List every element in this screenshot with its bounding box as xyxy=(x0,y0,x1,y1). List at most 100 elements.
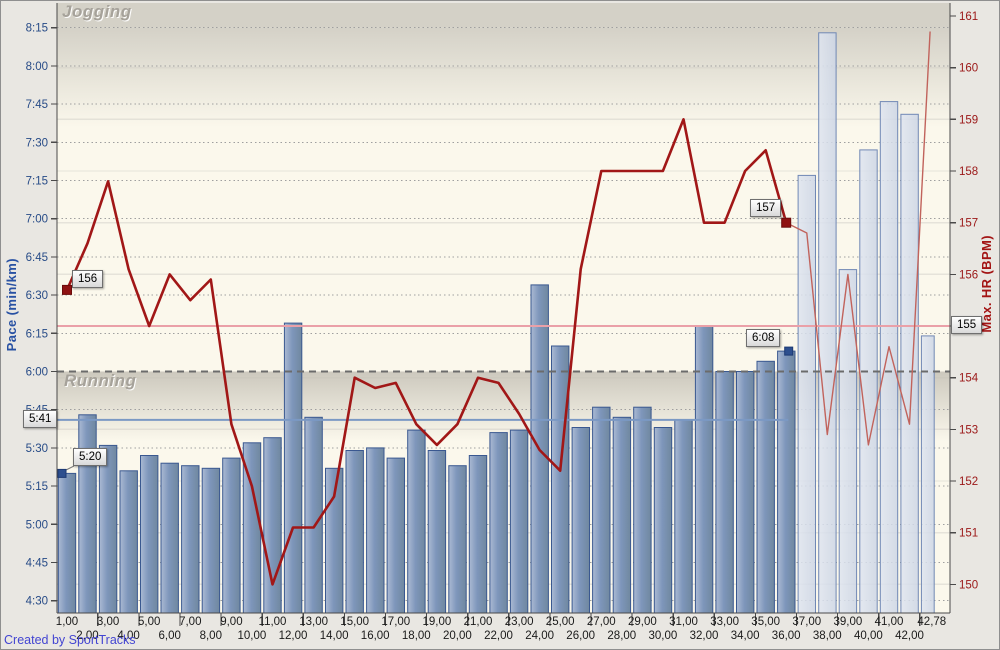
pace-bar xyxy=(448,465,467,614)
pace-bar xyxy=(119,470,138,614)
zone-label-jogging: Jogging xyxy=(62,2,132,21)
marker-hr-end xyxy=(781,217,792,228)
pace-bar xyxy=(140,455,159,614)
svg-text:10,00: 10,00 xyxy=(238,630,267,642)
svg-text:150: 150 xyxy=(959,579,978,591)
svg-text:4,00: 4,00 xyxy=(117,630,139,642)
svg-text:38,00: 38,00 xyxy=(813,630,842,642)
pace-axis-title: Pace (min/km) xyxy=(4,258,19,352)
pace-bar xyxy=(674,419,693,614)
pace-bar xyxy=(797,174,816,614)
svg-text:9,00: 9,00 xyxy=(220,616,242,628)
svg-text:36,00: 36,00 xyxy=(772,630,801,642)
svg-text:26,00: 26,00 xyxy=(566,630,595,642)
svg-text:31,00: 31,00 xyxy=(669,616,698,628)
callout-hr-start: 156 xyxy=(72,270,104,288)
pace-bar xyxy=(222,457,241,614)
svg-text:28,00: 28,00 xyxy=(607,630,636,642)
svg-text:21,00: 21,00 xyxy=(464,616,493,628)
pace-bar xyxy=(551,345,570,614)
svg-text:6:45: 6:45 xyxy=(26,252,48,264)
pace-bar xyxy=(633,406,652,614)
svg-text:7:15: 7:15 xyxy=(26,176,48,188)
svg-text:5:30: 5:30 xyxy=(26,443,48,455)
svg-text:16,00: 16,00 xyxy=(361,630,390,642)
pace-bar xyxy=(263,437,282,614)
pace-bar xyxy=(160,462,179,614)
avg-hr-axis-flag: 155 xyxy=(951,316,983,334)
svg-text:18,00: 18,00 xyxy=(402,630,431,642)
svg-text:42,00: 42,00 xyxy=(895,630,924,642)
svg-text:39,00: 39,00 xyxy=(834,616,863,628)
pace-bar xyxy=(407,429,426,614)
svg-text:14,00: 14,00 xyxy=(320,630,349,642)
svg-text:156: 156 xyxy=(959,269,978,281)
svg-text:7:45: 7:45 xyxy=(26,99,48,111)
pace-bar xyxy=(879,101,899,614)
pace-bar xyxy=(653,427,673,614)
marker-hr-start xyxy=(62,284,72,295)
svg-text:11,00: 11,00 xyxy=(259,616,287,628)
pace-bar xyxy=(386,457,406,614)
svg-text:19,00: 19,00 xyxy=(423,616,452,628)
marker-pace-start xyxy=(57,468,67,478)
svg-text:29,00: 29,00 xyxy=(628,616,657,628)
svg-text:159: 159 xyxy=(959,114,978,126)
pace-bar xyxy=(900,113,919,614)
svg-text:6:30: 6:30 xyxy=(26,290,48,302)
callout-hr-end: 157 xyxy=(750,199,782,217)
pace-bar xyxy=(818,32,837,614)
hr-line xyxy=(65,118,788,586)
svg-text:30,00: 30,00 xyxy=(649,630,678,642)
svg-text:35,00: 35,00 xyxy=(751,616,780,628)
svg-text:6,00: 6,00 xyxy=(159,630,181,642)
pace-bar xyxy=(736,371,755,614)
pace-bar xyxy=(859,149,878,614)
pace-bar xyxy=(98,444,118,614)
svg-text:24,00: 24,00 xyxy=(525,630,554,642)
svg-text:5:15: 5:15 xyxy=(26,481,48,493)
svg-text:41,00: 41,00 xyxy=(875,616,904,628)
svg-text:6:00: 6:00 xyxy=(26,367,48,379)
svg-text:158: 158 xyxy=(959,166,978,178)
svg-text:6:15: 6:15 xyxy=(26,328,48,340)
svg-text:12,00: 12,00 xyxy=(279,630,308,642)
svg-text:42,78: 42,78 xyxy=(917,616,946,628)
svg-text:15,00: 15,00 xyxy=(340,616,369,628)
pace-bar xyxy=(201,467,221,614)
pace-bar xyxy=(509,429,529,614)
svg-text:7:30: 7:30 xyxy=(26,137,48,149)
svg-text:157: 157 xyxy=(959,218,978,230)
svg-text:34,00: 34,00 xyxy=(731,630,760,642)
hr-line-tail xyxy=(785,31,931,446)
pace-bar xyxy=(920,335,935,614)
svg-text:7:00: 7:00 xyxy=(26,214,48,226)
svg-text:5,00: 5,00 xyxy=(138,616,160,628)
svg-text:33,00: 33,00 xyxy=(710,616,739,628)
pace-bar xyxy=(366,447,385,614)
pace-bar xyxy=(78,414,97,614)
pace-bar xyxy=(489,432,508,614)
callout-pace-end: 6:08 xyxy=(746,329,781,347)
pace-bar xyxy=(612,416,632,614)
zone-label-running: Running xyxy=(64,371,137,390)
svg-text:154: 154 xyxy=(959,373,979,385)
pace-bar xyxy=(592,406,611,614)
svg-text:8:15: 8:15 xyxy=(26,23,48,35)
svg-text:8:00: 8:00 xyxy=(26,61,48,73)
svg-text:8,00: 8,00 xyxy=(200,630,222,642)
avg-pace-axis-flag: 5:41 xyxy=(23,410,58,428)
svg-text:22,00: 22,00 xyxy=(484,630,513,642)
svg-text:4:45: 4:45 xyxy=(26,558,48,570)
svg-text:17,00: 17,00 xyxy=(381,616,410,628)
pace-bar xyxy=(694,325,714,614)
svg-text:151: 151 xyxy=(959,528,978,540)
pace-bar xyxy=(756,360,775,614)
svg-text:20,00: 20,00 xyxy=(443,630,472,642)
svg-text:37,00: 37,00 xyxy=(792,616,821,628)
pace-bar xyxy=(571,427,590,614)
pace-bar xyxy=(304,416,323,614)
svg-text:3,00: 3,00 xyxy=(97,616,119,628)
svg-text:161: 161 xyxy=(959,11,978,23)
